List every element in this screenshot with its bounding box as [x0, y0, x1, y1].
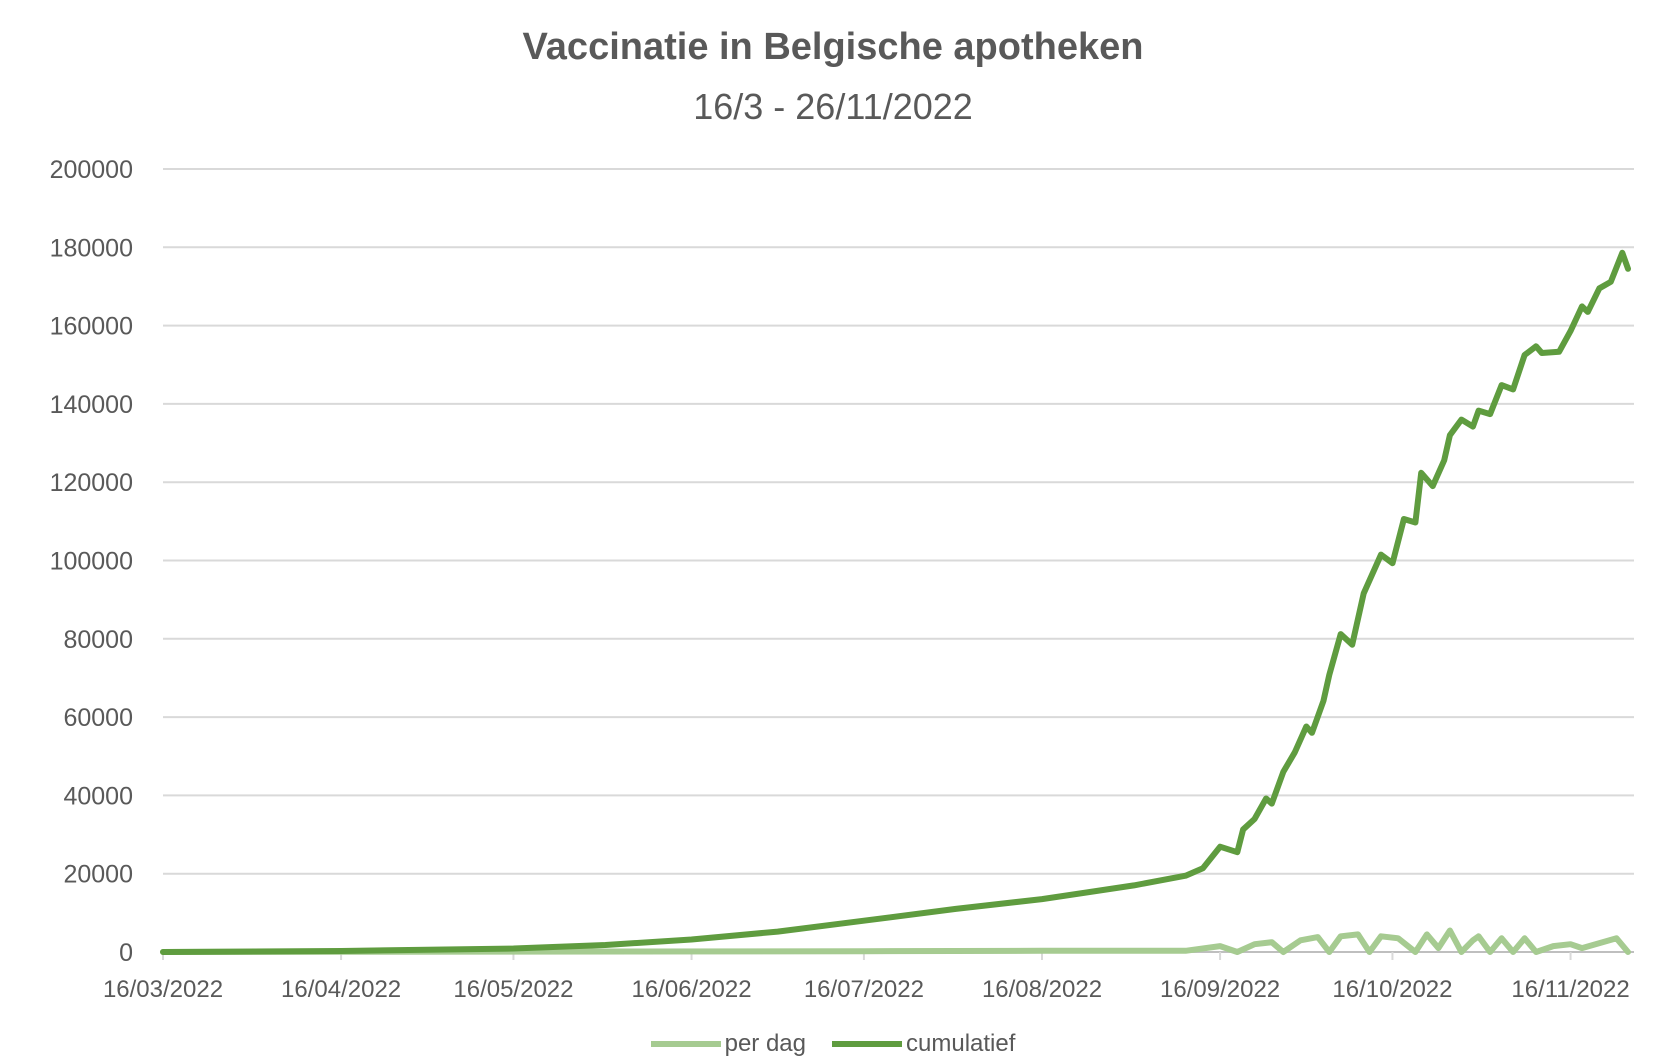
y-tick-label: 200000: [50, 156, 133, 184]
x-tick-label: 16/09/2022: [1160, 976, 1280, 1003]
series-line-per-dag: [160, 927, 1631, 955]
x-tick-label: 16/07/2022: [804, 976, 924, 1003]
legend-item-per-dag[interactable]: per dag: [650, 1030, 806, 1058]
x-tick-label: 16/11/2022: [1511, 976, 1629, 1003]
x-tick-label: 16/05/2022: [453, 976, 573, 1003]
y-tick-label: 160000: [50, 313, 133, 341]
legend-label-cumulatief: cumulatief: [906, 1030, 1016, 1057]
x-tick-label: 16/08/2022: [982, 976, 1102, 1003]
x-tick-label: 16/03/2022: [103, 976, 223, 1003]
legend-label-per-dag: per dag: [724, 1030, 806, 1057]
y-tick-label: 40000: [63, 782, 133, 810]
y-tick-label: 140000: [50, 391, 133, 419]
y-tick-label: 20000: [63, 861, 133, 889]
y-tick-label: 120000: [50, 469, 133, 497]
legend-swatch-cumulatief: [832, 1041, 902, 1047]
chart-title: Vaccinatie in Belgische apotheken: [522, 26, 1144, 68]
y-tick-label: 80000: [63, 626, 133, 654]
y-tick-label: 0: [119, 939, 133, 967]
x-tick-label: 16/04/2022: [281, 976, 401, 1003]
y-tick-label: 60000: [63, 704, 133, 732]
y-tick-label: 180000: [50, 234, 133, 262]
y-tick-label: 100000: [50, 548, 133, 576]
series-line-cumulatief: [160, 249, 1631, 955]
legend: per dag cumulatief: [0, 1030, 1666, 1058]
x-tick-label: 16/06/2022: [631, 976, 751, 1003]
legend-swatch-per-dag: [650, 1041, 721, 1047]
chart-subtitle: 16/3 - 26/11/2022: [693, 86, 973, 127]
x-tick-label: 16/10/2022: [1332, 976, 1452, 1003]
legend-item-cumulatief[interactable]: cumulatief: [832, 1030, 1015, 1058]
